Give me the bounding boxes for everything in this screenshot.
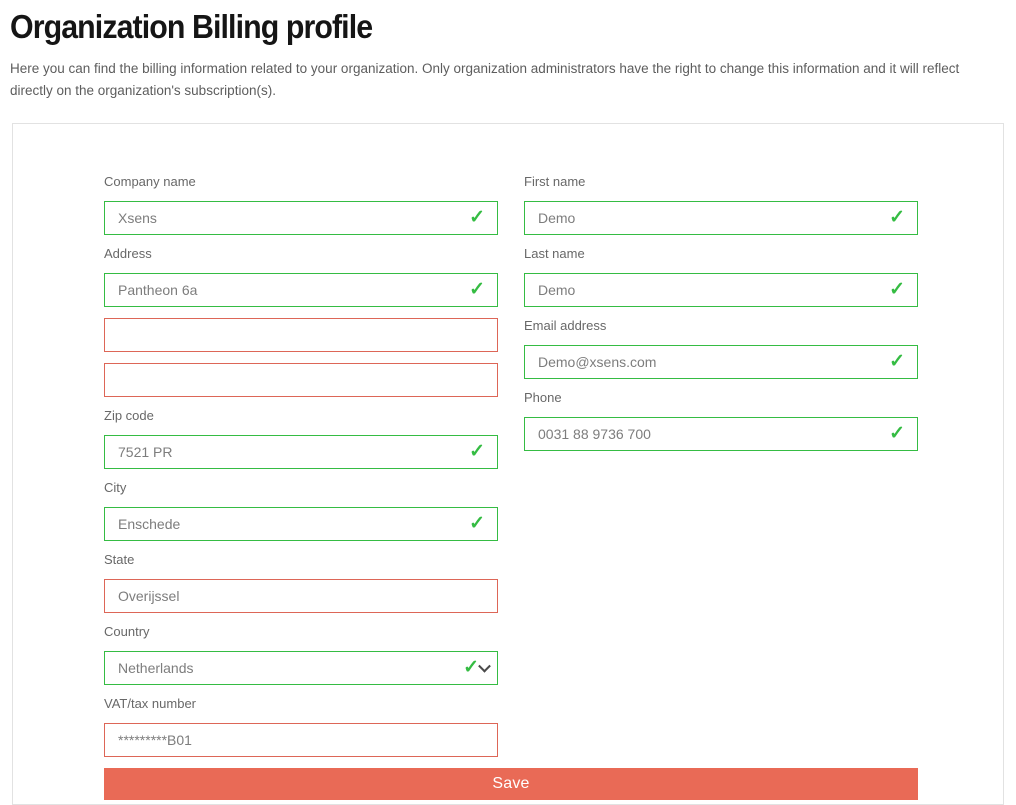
- zip-code-input[interactable]: [104, 435, 498, 469]
- city-field: City ✓: [104, 480, 498, 541]
- first-name-input-wrap: ✓: [524, 201, 918, 235]
- phone-input[interactable]: [524, 417, 918, 451]
- city-label: City: [104, 480, 127, 495]
- address-label: Address: [104, 246, 152, 261]
- email-address-input[interactable]: [524, 345, 918, 379]
- address-line-3-input-wrap: [104, 363, 498, 397]
- vat-tax-number-label: VAT/tax number: [104, 696, 196, 711]
- vat-tax-number-input[interactable]: [104, 723, 498, 757]
- state-input-wrap: [104, 579, 498, 613]
- company-name-input[interactable]: [104, 201, 498, 235]
- phone-label: Phone: [524, 390, 562, 405]
- country-field: Country ✓: [104, 624, 498, 685]
- country-select[interactable]: [104, 651, 498, 685]
- state-input[interactable]: [104, 579, 498, 613]
- phone-input-wrap: ✓: [524, 417, 918, 451]
- first-name-label: First name: [524, 174, 586, 189]
- address-line-2-input[interactable]: [104, 318, 498, 352]
- billing-form: Company name ✓ Address ✓ Zip code ✓ City ✓ State…: [104, 174, 918, 768]
- email-address-field: Email address ✓: [524, 318, 918, 379]
- email-address-label: Email address: [524, 318, 607, 333]
- zip-code-field: Zip code ✓: [104, 408, 498, 469]
- last-name-label: Last name: [524, 246, 585, 261]
- country-label: Country: [104, 624, 150, 639]
- address-line-2-field: [104, 318, 498, 352]
- form-column-left: Company name ✓ Address ✓ Zip code ✓ City ✓ State…: [104, 174, 498, 768]
- country-input-wrap: ✓: [104, 651, 498, 685]
- form-column-right: First name✓Last name✓Email address✓Phone…: [524, 174, 918, 462]
- company-name-field: Company name ✓: [104, 174, 498, 235]
- vat-tax-number-field: VAT/tax number: [104, 696, 498, 757]
- address-input-wrap: ✓: [104, 273, 498, 307]
- company-name-input-wrap: ✓: [104, 201, 498, 235]
- city-input[interactable]: [104, 507, 498, 541]
- zip-code-input-wrap: ✓: [104, 435, 498, 469]
- vat-tax-number-input-wrap: [104, 723, 498, 757]
- city-input-wrap: ✓: [104, 507, 498, 541]
- zip-code-label: Zip code: [104, 408, 154, 423]
- save-button[interactable]: Save: [104, 768, 918, 800]
- first-name-input[interactable]: [524, 201, 918, 235]
- address-input[interactable]: [104, 273, 498, 307]
- page-header: Organization Billing profile Here you ca…: [0, 0, 1016, 102]
- state-field: State: [104, 552, 498, 613]
- state-label: State: [104, 552, 135, 567]
- phone-field: Phone ✓: [524, 390, 918, 451]
- last-name-field: Last name ✓: [524, 246, 918, 307]
- address-line-3-input[interactable]: [104, 363, 498, 397]
- page-description: Here you can find the billing informatio…: [10, 61, 960, 98]
- first-name-field: First name ✓: [524, 174, 918, 235]
- last-name-input-wrap: ✓: [524, 273, 918, 307]
- page-title: Organization Billing profile: [10, 8, 373, 45]
- address-field: Address ✓: [104, 246, 498, 307]
- email-address-input-wrap: ✓: [524, 345, 918, 379]
- address-line-3-field: [104, 363, 498, 397]
- company-name-label: Company name: [104, 174, 196, 189]
- billing-card: Company name ✓ Address ✓ Zip code ✓ City ✓ State…: [12, 123, 1004, 805]
- address-line-2-input-wrap: [104, 318, 498, 352]
- last-name-input[interactable]: [524, 273, 918, 307]
